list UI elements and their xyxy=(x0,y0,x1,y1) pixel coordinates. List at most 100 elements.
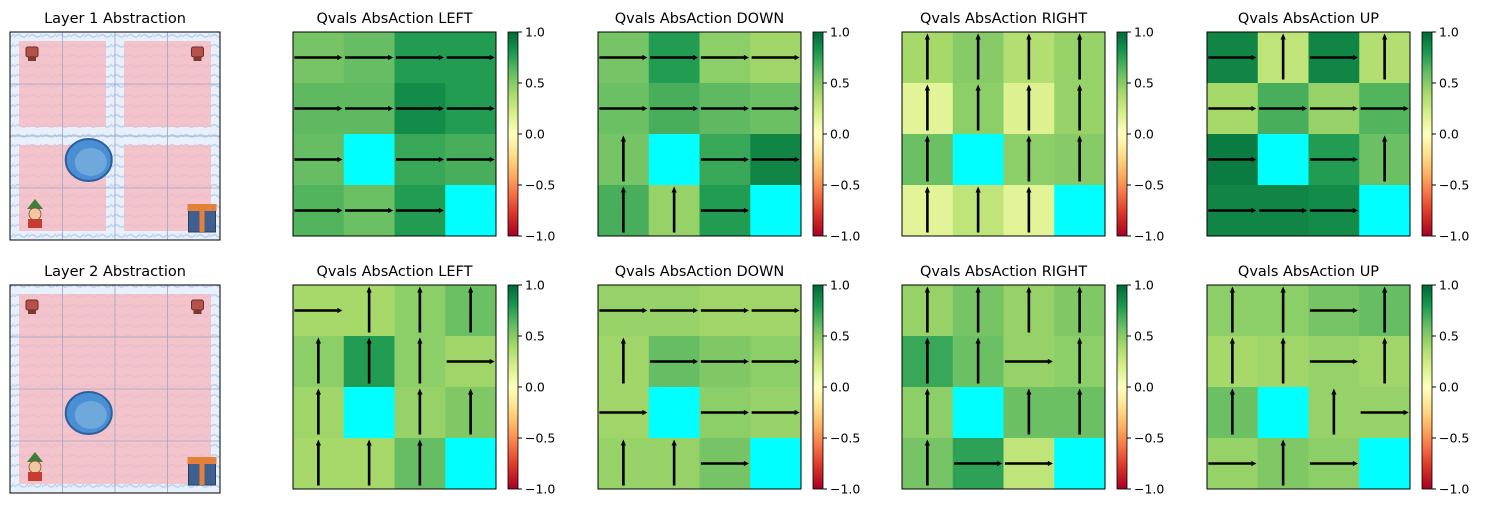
arrow-head xyxy=(794,307,800,314)
arrow-head xyxy=(337,105,343,112)
arrow-head xyxy=(1382,286,1388,293)
elf-head xyxy=(28,460,42,474)
colorbar-tick-label: 0.5 xyxy=(525,76,545,91)
panel-frame xyxy=(292,31,497,237)
arrow-head xyxy=(1229,337,1235,344)
colorbar-tick-label: 1.0 xyxy=(830,25,850,40)
colorbar-tick-label: 0.5 xyxy=(830,76,850,91)
arrow-head xyxy=(975,33,981,40)
policy-arrow xyxy=(1229,286,1235,333)
policy-arrow xyxy=(1280,286,1286,333)
arrow-head xyxy=(743,307,749,314)
arrow-head xyxy=(924,286,930,293)
policy-arrow xyxy=(345,207,394,214)
policy-arrow xyxy=(924,84,930,131)
arrow-head xyxy=(1077,388,1083,395)
arrow-head xyxy=(743,358,749,365)
arrow-head xyxy=(388,105,394,112)
policy-arrow xyxy=(294,105,343,112)
colorbar-bar xyxy=(507,284,519,490)
arrow-head xyxy=(743,460,749,467)
policy-arrow xyxy=(924,439,930,486)
arrow-head xyxy=(1026,84,1032,91)
arrow-head xyxy=(1280,33,1286,40)
arrow-head xyxy=(337,207,343,214)
policy-arrow xyxy=(417,286,423,333)
arrow-head xyxy=(315,439,321,446)
panel-frame xyxy=(597,284,802,490)
abstraction-frame xyxy=(9,284,221,494)
arrow-head xyxy=(671,186,677,193)
policy-arrow xyxy=(1208,460,1257,467)
policy-arrow xyxy=(700,409,749,416)
colorbar: 1.0 0.5 0.0 −0.5 −1.0 xyxy=(1421,25,1469,244)
policy-arrow xyxy=(1077,135,1083,182)
arrow-head xyxy=(693,54,699,61)
colorbar-tick-label: 0.5 xyxy=(1134,329,1154,344)
hole-cell xyxy=(648,134,700,186)
arrow-head xyxy=(337,156,343,163)
policy-arrow xyxy=(395,207,444,214)
policy-arrow xyxy=(1259,105,1308,112)
arrow-head xyxy=(642,54,648,61)
policy-arrow xyxy=(1382,135,1388,182)
hole-shine xyxy=(74,401,107,429)
policy-arrow xyxy=(1360,105,1409,112)
policy-arrow xyxy=(345,54,394,61)
colorbar-tick-label: 1.0 xyxy=(525,25,545,40)
policy-arrow xyxy=(650,307,699,314)
policy-arrow xyxy=(1309,156,1358,163)
policy-arrow xyxy=(599,105,648,112)
colorbar-tick-label: −0.5 xyxy=(1439,431,1469,446)
colorbar-tick-label: −0.5 xyxy=(1439,178,1469,193)
arrow-head xyxy=(1077,33,1083,40)
arrow-head xyxy=(620,135,626,142)
colorbar-tick-label: 1.0 xyxy=(830,278,850,293)
policy-arrow xyxy=(315,439,321,486)
arrow-head xyxy=(337,307,343,314)
arrow-head xyxy=(1077,337,1083,344)
policy-arrow xyxy=(975,33,981,80)
colorbar-tick-label: 1.0 xyxy=(1134,25,1154,40)
policy-arrow xyxy=(620,186,626,233)
arrow-head xyxy=(1026,286,1032,293)
abstraction-map-2: Layer 2 Abstraction xyxy=(9,264,221,494)
colorbar-tick-label: 0.5 xyxy=(1134,76,1154,91)
arrow-head xyxy=(620,337,626,344)
arrow-head xyxy=(1352,358,1358,365)
arrow-head xyxy=(489,105,495,112)
policy-arrow xyxy=(446,156,495,163)
colorbar-tick-label: −0.5 xyxy=(830,178,860,193)
hole-cell xyxy=(952,387,1004,439)
elf-body xyxy=(28,219,42,228)
arrow-head xyxy=(924,337,930,344)
arrow-head xyxy=(1352,307,1358,314)
policy-arrow xyxy=(1382,337,1388,384)
panel-title: Qvals AbsAction RIGHT xyxy=(920,11,1087,27)
policy-arrow xyxy=(294,54,343,61)
panel-frame xyxy=(597,31,802,237)
arrow-head xyxy=(924,135,930,142)
arrow-head xyxy=(671,439,677,446)
elf-head xyxy=(28,207,42,221)
panel-title: Qvals AbsAction LEFT xyxy=(317,264,473,280)
policy-arrow xyxy=(924,337,930,384)
colorbar-tick-label: 0.0 xyxy=(830,127,850,142)
policy-arrow xyxy=(468,388,474,435)
panel-title: Qvals AbsAction DOWN xyxy=(615,11,785,27)
arrow-head xyxy=(693,307,699,314)
arrow-head xyxy=(1352,105,1358,112)
policy-arrow xyxy=(446,358,495,365)
policy-arrow xyxy=(700,358,749,365)
policy-arrow xyxy=(975,286,981,333)
policy-arrow xyxy=(1004,358,1053,365)
colorbar-tick-label: 0.0 xyxy=(1134,380,1154,395)
arrow-head xyxy=(794,54,800,61)
hole-cell xyxy=(1359,185,1411,237)
policy-arrow xyxy=(1208,207,1257,214)
panel-frame xyxy=(1206,31,1411,237)
arrow-head xyxy=(1352,207,1358,214)
arrow-head xyxy=(620,186,626,193)
elf-icon xyxy=(27,199,43,228)
policy-arrow xyxy=(366,439,372,486)
